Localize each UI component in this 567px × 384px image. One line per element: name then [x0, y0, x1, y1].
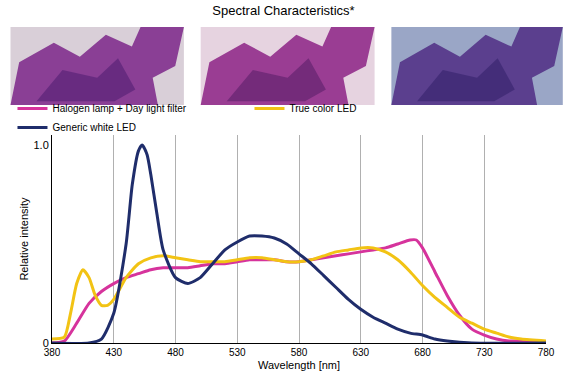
svg-text:0: 0	[43, 337, 49, 349]
svg-text:780: 780	[538, 347, 555, 358]
svg-text:Generic white LED: Generic white LED	[52, 122, 135, 133]
svg-text:Spectral Characteristics*: Spectral Characteristics*	[212, 3, 354, 18]
svg-text:630: 630	[352, 347, 369, 358]
svg-text:580: 580	[291, 347, 308, 358]
svg-text:430: 430	[105, 347, 122, 358]
svg-text:680: 680	[414, 347, 431, 358]
svg-text:Relative intensity: Relative intensity	[18, 197, 30, 281]
svg-text:Wavelength [nm]: Wavelength [nm]	[258, 359, 340, 371]
svg-text:True color LED: True color LED	[289, 103, 356, 114]
svg-text:Halogen lamp + Day light filte: Halogen lamp + Day light filter	[52, 103, 186, 114]
svg-text:1.0: 1.0	[34, 139, 49, 151]
svg-text:480: 480	[167, 347, 184, 358]
svg-text:530: 530	[229, 347, 246, 358]
svg-text:380: 380	[44, 347, 61, 358]
svg-text:730: 730	[476, 347, 493, 358]
